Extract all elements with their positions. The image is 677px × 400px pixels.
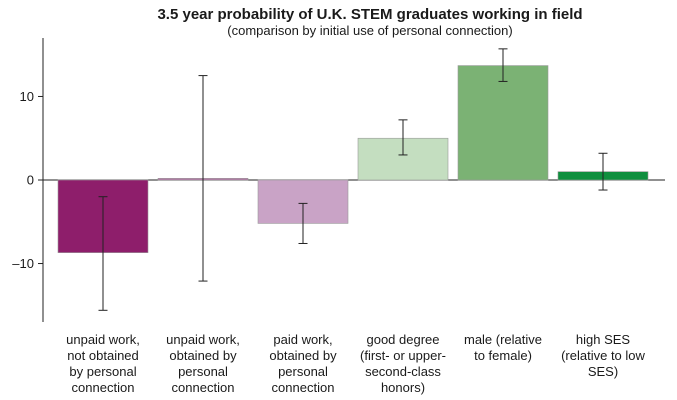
category-label-line: paid work, [273,332,332,347]
chart-title: 3.5 year probability of U.K. STEM gradua… [157,6,582,23]
category-label: unpaid work, not obtained by personal conne… [66,332,140,395]
bar [457,65,549,181]
category-label-line: to female) [474,348,532,363]
category-label: good degree (first- or upper-second-class… [360,332,446,395]
category-label-line: (first- or upper- [360,348,446,363]
y-tick-label: 0 [27,173,34,188]
category-label-line: honors) [381,380,425,395]
y-tick-label: 10 [20,89,34,104]
category-label-line: by personal [69,364,136,379]
category-label-line: high SES [576,332,631,347]
category-label-line: second-class [365,364,441,379]
category-label: paid work, obtained by personal connection [269,332,337,395]
category-label-line: (relative to low [561,348,645,363]
category-label-line: personal [278,364,328,379]
category-label: male (relative to female) [464,332,542,363]
category-labels: unpaid work, not obtained by personal conne… [66,332,645,395]
category-label-line: unpaid work, [166,332,240,347]
category-label-line: male (relative [464,332,542,347]
category-label-line: connection [172,380,235,395]
category-label-line: connection [72,380,135,395]
error-bars [98,48,608,311]
category-label-line: personal [178,364,228,379]
bars [57,65,649,253]
category-label: unpaid work, obtained by personal connectio… [166,332,240,395]
category-label-line: good degree [366,332,439,347]
category-label-line: unpaid work, [66,332,140,347]
chart-subtitle: (comparison by initial use of personal c… [227,23,512,38]
category-label-line: connection [272,380,335,395]
category-label-line: obtained by [169,348,237,363]
category-label: high SES (relative to low SES) [561,332,645,379]
category-label-line: SES) [588,364,618,379]
category-label-line: obtained by [269,348,337,363]
category-label-line: not obtained [67,348,139,363]
y-tick-label: –10 [12,256,34,271]
